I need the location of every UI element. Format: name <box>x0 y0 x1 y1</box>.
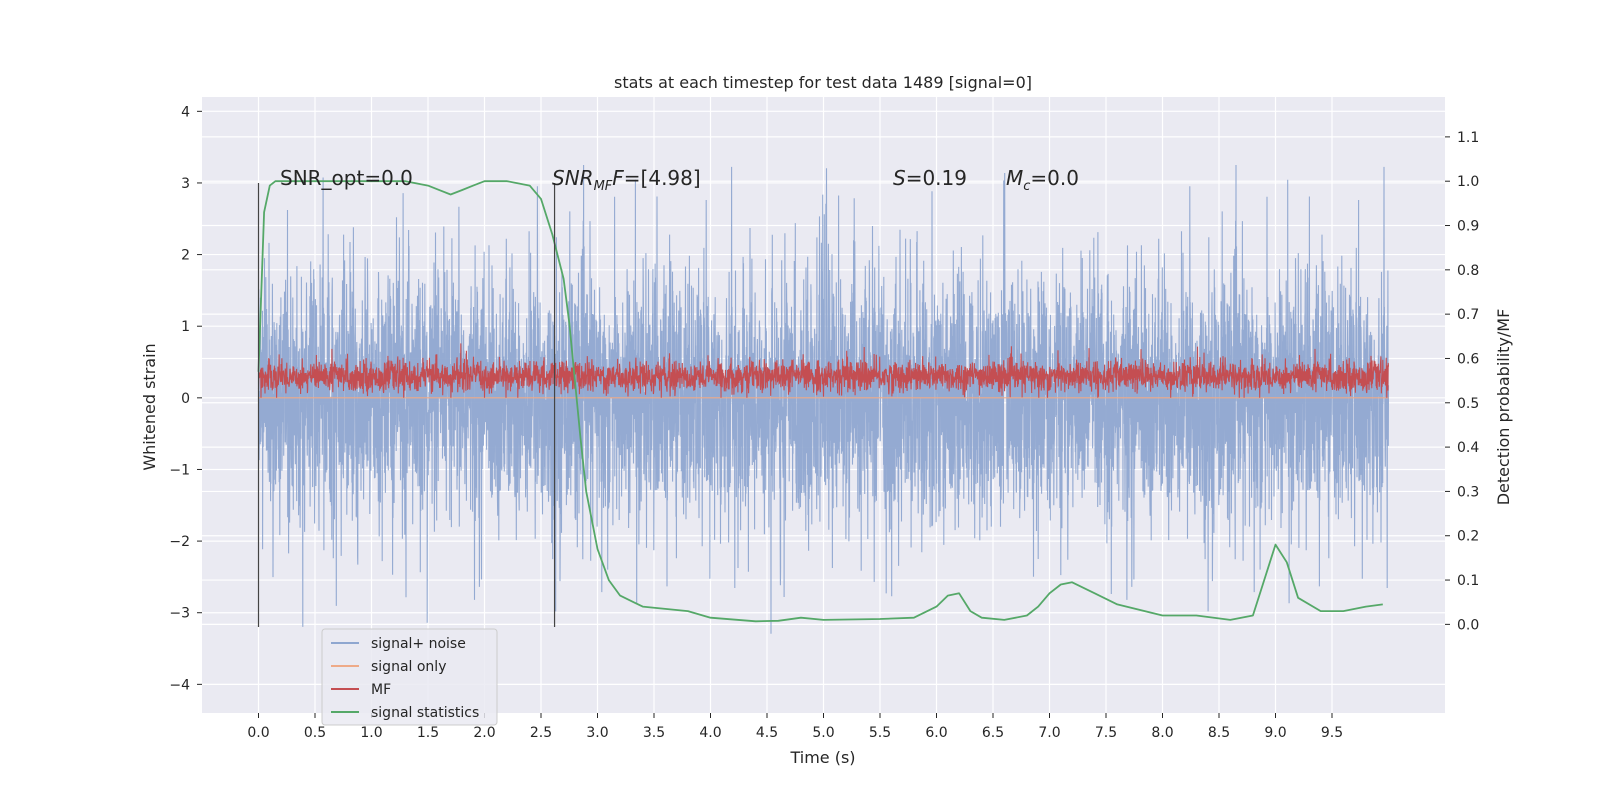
legend <box>321 628 498 726</box>
y-tick-label: 4 <box>181 104 190 120</box>
x-tick-label: 4.0 <box>699 725 721 741</box>
annotation-snr-opt: SNR_opt=0.0 <box>280 166 413 190</box>
legend-label: MF <box>371 682 391 698</box>
x-tick-label: 7.5 <box>1095 725 1117 741</box>
annotation-snr-mf: SNRMFF=[4.98] <box>552 166 701 194</box>
annotation-snr-mf-symbol: SNR <box>552 166 594 190</box>
x-tick-label: 6.5 <box>982 725 1004 741</box>
y2-tick-label: 0.1 <box>1457 573 1479 589</box>
x-tick-label: 8.5 <box>1208 725 1230 741</box>
series-signal-noise-line <box>257 164 1390 634</box>
x-tick-label: 3.0 <box>586 725 608 741</box>
x-tick-label: 9.5 <box>1321 725 1343 741</box>
x-tick-label: 9.0 <box>1264 725 1286 741</box>
chart-title: stats at each timestep for test data 148… <box>614 73 1032 92</box>
y-tick-label: 1 <box>181 319 190 335</box>
y2-tick-label: 0.0 <box>1457 617 1479 633</box>
y-tick-label: −4 <box>169 677 190 693</box>
legend-label: signal only <box>371 659 446 675</box>
x-tick-label: 4.5 <box>756 725 778 741</box>
annotation-snr-mf-subscript: MF <box>594 179 613 194</box>
x-tick-label: 5.0 <box>812 725 834 741</box>
annotation-s-symbol: S <box>893 166 906 190</box>
y-axis-label: Whitened strain <box>140 343 159 470</box>
x-tick-label: 7.0 <box>1038 725 1060 741</box>
annotation-snr-mf-value: =[4.98] <box>624 166 701 190</box>
x-tick-label: 3.5 <box>643 725 665 741</box>
x-tick-label: 0.5 <box>304 725 326 741</box>
legend-label: signal+ noise <box>371 636 466 652</box>
y2-tick-label: 0.8 <box>1457 263 1479 279</box>
annotation-s: S=0.19 <box>893 166 967 190</box>
y2-tick-label: 0.9 <box>1457 219 1479 235</box>
y2-tick-label: 0.6 <box>1457 351 1479 367</box>
x-tick-label: 1.0 <box>360 725 382 741</box>
series-signal-statistics-line <box>257 180 1383 623</box>
y2-tick-label: 0.5 <box>1457 396 1479 412</box>
y-tick-label: −1 <box>169 462 190 478</box>
annotation-mc-symbol: M <box>1006 166 1023 190</box>
y2-axis-label: Detection probability/MF <box>1494 309 1513 506</box>
x-tick-label: 8.0 <box>1151 725 1173 741</box>
y-tick-label: 0 <box>181 391 190 407</box>
y-tick-label: −3 <box>169 606 190 622</box>
legend-label: signal statistics <box>371 705 479 721</box>
x-tick-label: 6.0 <box>925 725 947 741</box>
annotation-snr-mf-f: F <box>612 166 624 190</box>
y2-tick-label: 1.0 <box>1457 174 1479 190</box>
series-mf-line <box>257 343 1390 398</box>
x-tick-label: 0.0 <box>247 725 269 741</box>
y2-tick-label: 1.1 <box>1457 130 1479 146</box>
x-tick-label: 5.5 <box>869 725 891 741</box>
x-tick-label: 2.5 <box>530 725 552 741</box>
y-tick-label: 2 <box>181 248 190 264</box>
y2-tick-label: 0.7 <box>1457 307 1479 323</box>
y2-tick-label: 0.2 <box>1457 529 1479 545</box>
annotation-mc-value: =0.0 <box>1030 166 1079 190</box>
x-tick-label: 1.5 <box>417 725 439 741</box>
annotation-mc: Mc=0.0 <box>1006 166 1079 194</box>
y-tick-label: −2 <box>169 534 190 550</box>
annotation-s-value: =0.19 <box>906 166 967 190</box>
annotation-mc-subscript: c <box>1023 179 1030 194</box>
x-axis-label: Time (s) <box>789 748 855 767</box>
y-tick-label: 3 <box>181 176 190 192</box>
y2-tick-label: 0.3 <box>1457 484 1479 500</box>
x-tick-label: 2.0 <box>473 725 495 741</box>
y2-tick-label: 0.4 <box>1457 440 1479 456</box>
